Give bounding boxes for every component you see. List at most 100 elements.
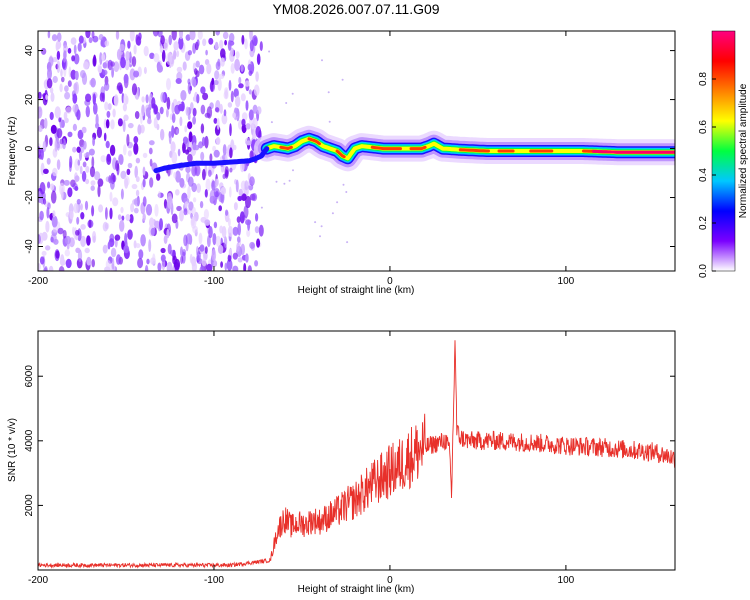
noise-blob — [123, 93, 128, 106]
y-tick-label: 4000 — [24, 429, 35, 452]
noise-blob — [90, 185, 95, 191]
spectrogram-ridge — [153, 125, 675, 174]
noise-blob — [192, 107, 197, 117]
noise-blob — [131, 83, 138, 96]
noise-blob — [70, 37, 77, 45]
noise-blob — [249, 31, 253, 41]
noise-blob — [145, 107, 151, 118]
noise-blob — [111, 257, 115, 270]
noise-blob — [189, 253, 193, 264]
noise-speck — [346, 241, 349, 244]
noise-speck — [283, 182, 286, 185]
noise-blob — [176, 205, 182, 212]
snr-panel: -200 -100 0 100 2000 4000 6000 Height of stra… — [7, 330, 676, 595]
noise-blob — [246, 229, 251, 238]
noise-blob — [76, 109, 81, 121]
noise-blob — [232, 252, 238, 260]
spectrogram-frame — [37, 30, 676, 272]
noise-blob — [152, 253, 156, 264]
noise-blob — [232, 112, 236, 119]
noise-blob — [230, 47, 235, 57]
noise-blob — [58, 117, 62, 123]
noise-blob — [38, 146, 41, 159]
noise-blob — [91, 205, 95, 217]
noise-blob — [152, 31, 159, 37]
noise-blob — [208, 226, 213, 239]
noise-blob — [192, 78, 197, 88]
noise-blob — [138, 249, 144, 260]
noise-blob — [252, 104, 258, 114]
noise-blob — [258, 224, 264, 237]
colorbar-tick-label: 0.0 — [698, 264, 709, 278]
noise-blob — [248, 109, 254, 121]
noise-blob — [240, 93, 246, 102]
noise-blob — [67, 80, 72, 87]
noise-blob — [38, 234, 41, 245]
noise-blob — [72, 226, 75, 235]
noise-blob — [72, 146, 77, 153]
noise-blob — [222, 31, 229, 40]
colorbar-tick-label: 0.6 — [698, 120, 709, 134]
noise-blob — [150, 227, 156, 236]
noise-blob — [46, 206, 50, 219]
noise-blob — [183, 234, 188, 247]
noise-blob — [214, 70, 220, 80]
noise-blob — [100, 155, 107, 163]
noise-blob — [188, 201, 194, 211]
noise-blob — [144, 265, 149, 271]
noise-blob — [48, 265, 54, 271]
noise-blob — [245, 140, 252, 146]
noise-blob — [81, 126, 87, 134]
noise-blob — [249, 39, 254, 52]
noise-blob — [126, 133, 130, 147]
noise-blob — [118, 154, 124, 165]
noise-blob — [92, 93, 97, 106]
noise-blob — [77, 129, 84, 140]
noise-blob — [115, 254, 122, 265]
noise-blob — [142, 152, 148, 158]
noise-blob — [177, 148, 181, 157]
y-tick-label: 6000 — [24, 365, 35, 388]
x-tick-label: 100 — [558, 575, 575, 586]
noise-blob — [92, 231, 97, 243]
noise-blob — [254, 260, 259, 267]
noise-blob — [226, 259, 233, 271]
noise-blob — [238, 76, 242, 85]
noise-blob — [118, 84, 124, 94]
noise-blob — [85, 105, 91, 118]
noise-blob — [235, 179, 239, 193]
noise-speck — [292, 169, 294, 172]
noise-blob — [127, 40, 131, 49]
noise-blob — [105, 140, 110, 149]
noise-blob — [222, 144, 227, 156]
noise-blob — [65, 106, 72, 114]
noise-blob — [187, 50, 192, 56]
noise-blob — [171, 125, 175, 138]
noise-blob — [42, 198, 47, 205]
noise-blob — [59, 138, 64, 145]
noise-blob — [244, 38, 248, 50]
noise-blob — [73, 82, 78, 92]
noise-blob — [213, 117, 218, 124]
noise-blob — [110, 247, 117, 258]
noise-blob — [119, 220, 125, 232]
noise-blob — [47, 181, 51, 189]
noise-speck — [320, 225, 323, 228]
noise-blob — [78, 35, 84, 44]
noise-blob — [166, 228, 170, 239]
noise-blob — [120, 188, 124, 200]
noise-blob — [249, 176, 255, 187]
noise-blob — [238, 188, 243, 196]
noise-blob — [211, 180, 216, 191]
noise-blob — [116, 48, 122, 61]
noise-blob — [228, 248, 232, 256]
noise-blob — [241, 34, 245, 45]
noise-blob — [113, 94, 119, 107]
noise-blob — [237, 257, 243, 263]
noise-blob — [236, 216, 241, 224]
noise-blob — [214, 107, 220, 113]
noise-blob — [156, 173, 161, 181]
noise-blob — [113, 61, 120, 73]
noise-blob — [180, 90, 187, 101]
noise-blob — [236, 242, 240, 252]
